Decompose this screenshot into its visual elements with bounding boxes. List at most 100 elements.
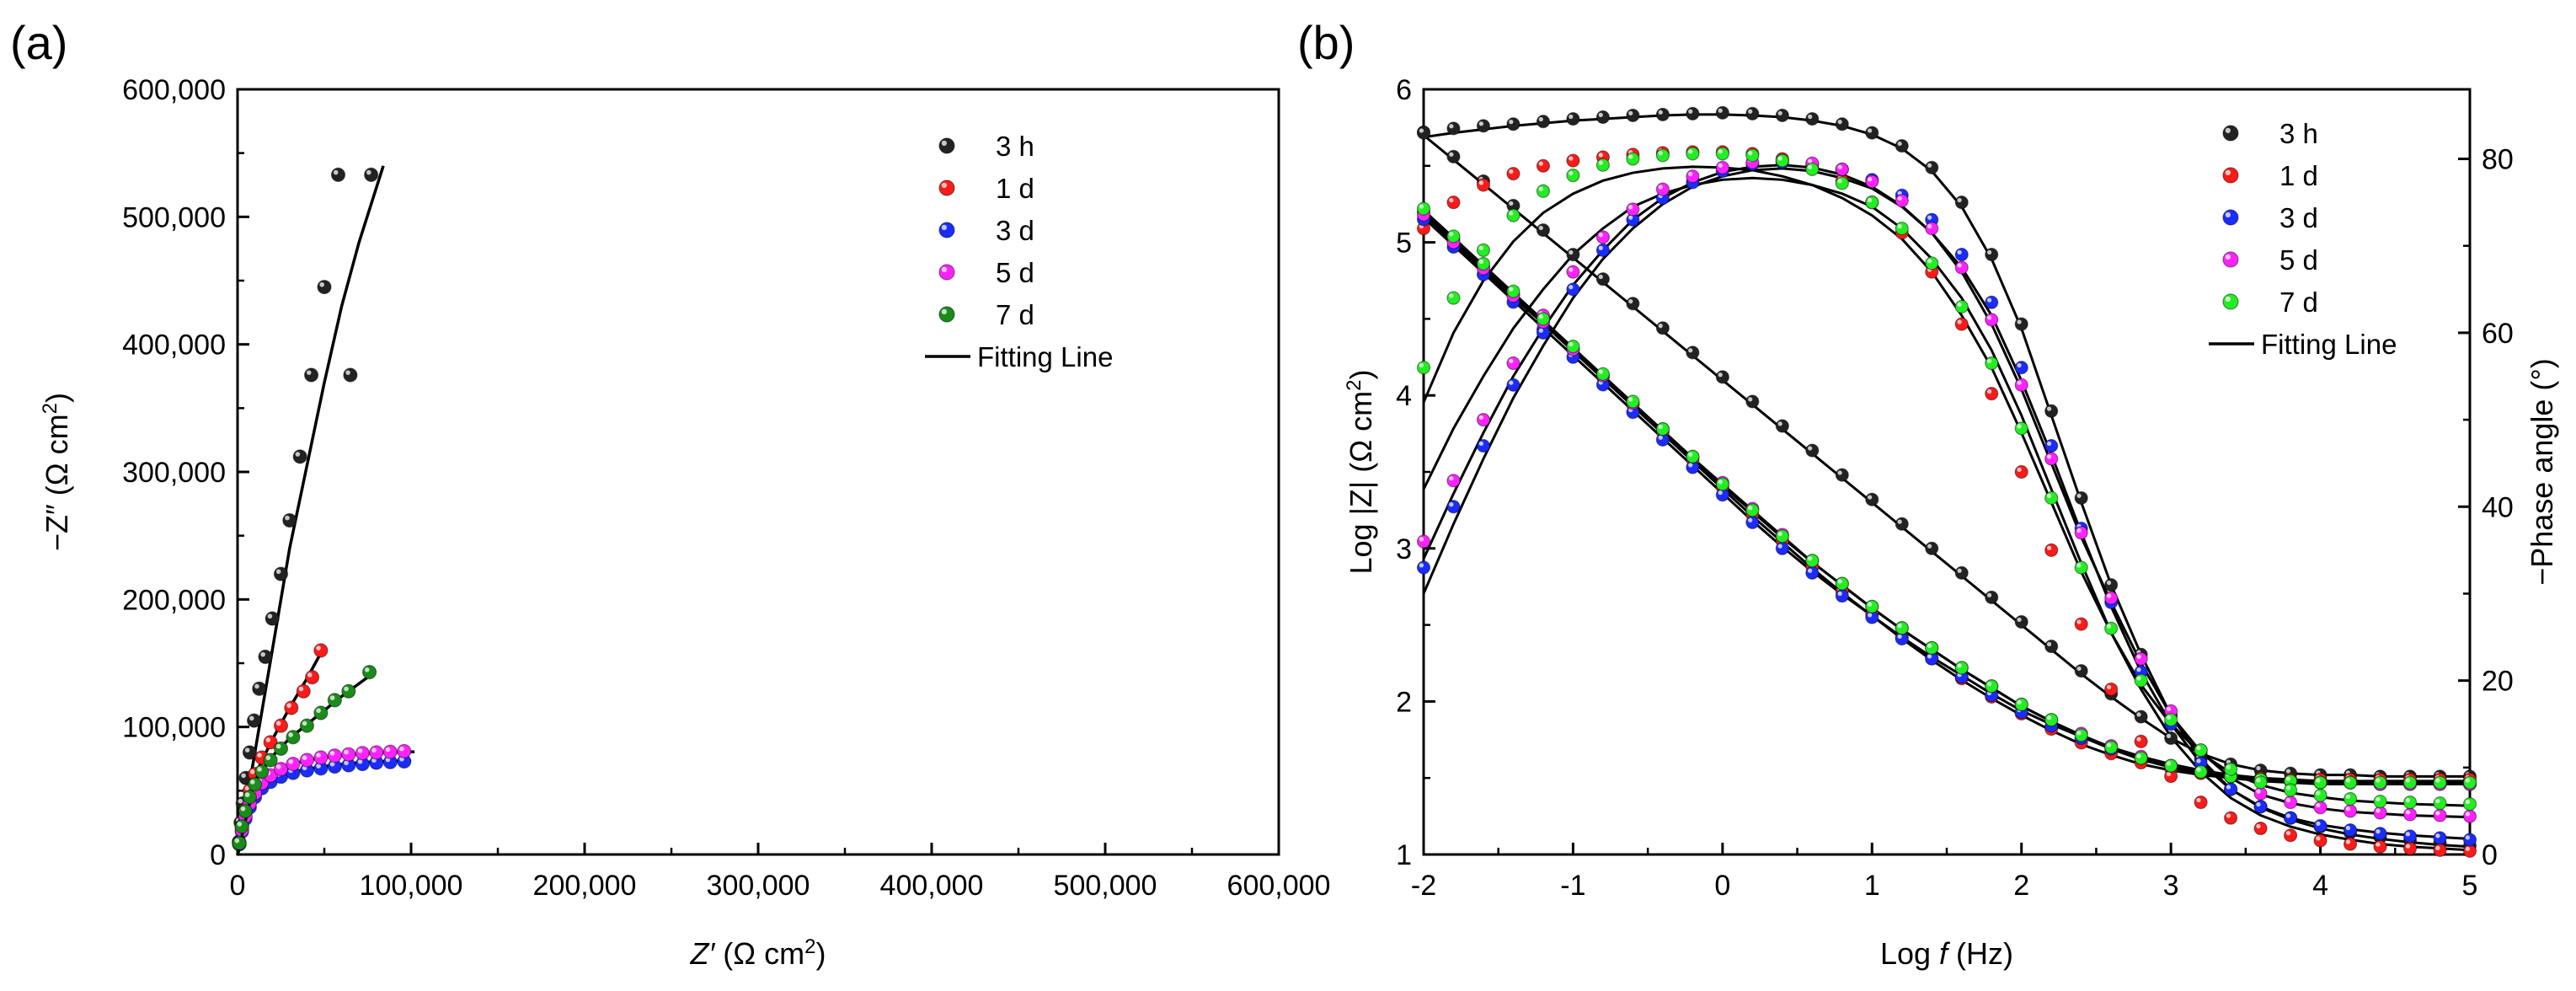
point-b-phase-3-h <box>1715 105 1729 120</box>
point-b-logz-3-h <box>1595 272 1611 287</box>
point-a-3-h <box>364 167 379 182</box>
point-b-logz-7-d <box>1655 422 1670 437</box>
point-a-1-d <box>296 683 311 699</box>
legend-label-1-d: 1 d <box>996 173 1034 204</box>
x-axis-title-b: Log f (Hz) <box>1880 936 2013 971</box>
point-b-logz-7-d <box>2313 775 2327 790</box>
point-b-phase-7-d <box>2044 490 2059 506</box>
x-tick-label-a: 0 <box>230 870 246 902</box>
y-tick-label-a: 300,000 <box>122 457 226 489</box>
point-a-7-d <box>248 777 263 792</box>
point-b-phase-1-d <box>2194 795 2208 810</box>
legend-marker-5-d <box>938 264 955 281</box>
point-b-phase-5-d <box>1895 193 1909 208</box>
y-tick-label-b: 3 <box>1396 533 1412 565</box>
x-tick-label-a: 100,000 <box>360 870 463 902</box>
point-b-logz-3-d <box>1745 515 1760 530</box>
point-b-phase-7-d <box>2373 794 2387 809</box>
point-b-phase-7-d <box>2224 762 2238 776</box>
point-b-logz-3-d <box>1895 631 1909 646</box>
point-b-phase-7-d <box>1566 169 1580 183</box>
point-b-phase-7-d <box>1416 361 1431 375</box>
point-b-logz-7-d <box>2433 775 2447 790</box>
point-a-7-d <box>299 718 314 733</box>
y-tick-label-b: 1 <box>1396 839 1412 871</box>
point-b-logz-7-d <box>2074 728 2088 742</box>
point-b-phase-7-d <box>1865 196 1879 210</box>
point-b-phase-3-h <box>2104 578 2119 592</box>
point-b-phase-7-d <box>1506 208 1520 222</box>
point-b-phase-5-d <box>1506 356 1520 371</box>
point-b-logz-7-d <box>2373 775 2387 790</box>
legend-b: 3 h 1 d 3 d 5 d 7 d Fitting Line <box>2209 118 2397 360</box>
x-axis-title-a: Z′ (Ω cm2) <box>689 935 826 972</box>
point-a-3-d <box>327 758 342 774</box>
point-b-phase-3-d <box>2044 438 2059 453</box>
point-b-phase-3-h <box>1655 107 1670 122</box>
point-b-logz-7-d <box>2104 740 2119 754</box>
point-b-phase-3-d <box>2134 665 2148 679</box>
x-tick-label-b: 4 <box>2312 870 2328 902</box>
point-b-phase-3-h <box>1895 138 1909 153</box>
point-b-logz-7-d <box>1686 449 1700 463</box>
legend-label-3-d: 3 d <box>996 215 1034 246</box>
x-tick-label-b: -1 <box>1560 870 1585 902</box>
point-b-logz-3-h <box>1865 492 1879 506</box>
point-b-phase-3-h <box>1805 111 1820 126</box>
point-a-1-d <box>284 700 299 715</box>
point-b-phase-7-d <box>1715 147 1729 161</box>
point-b-logz-3-h <box>1805 443 1820 458</box>
y2-tick-label-b: 0 <box>2482 839 2498 871</box>
point-a-3-h <box>317 279 332 295</box>
point-b-phase-3-h <box>2074 490 2088 506</box>
point-b-phase-5-d <box>1715 160 1729 174</box>
legend-marker-3-d <box>2222 209 2239 226</box>
point-b-phase-3-d <box>1446 500 1461 514</box>
point-a-3-d <box>299 763 314 778</box>
y-tick-label-a: 0 <box>210 839 226 871</box>
x-tick-label-a: 300,000 <box>707 870 810 902</box>
plot-frame-a <box>236 88 1280 856</box>
point-b-phase-3-h <box>1595 110 1611 125</box>
point-b-logz-3-d <box>1835 588 1849 603</box>
point-b-phase-7-d <box>1745 148 1760 163</box>
point-a-3-d <box>341 758 356 773</box>
axis-ticks-a <box>236 88 1280 856</box>
point-b-logz-3-h <box>1835 468 1849 482</box>
point-b-logz-7-d <box>1416 201 1431 216</box>
y-tick-label-a: 500,000 <box>122 201 226 233</box>
legend-label-7-d: 7 d <box>2279 287 2318 318</box>
point-b-phase-5-d <box>2074 526 2088 540</box>
point-b-phase-3-h <box>1476 119 1491 133</box>
point-b-phase-5-d <box>2313 801 2327 815</box>
point-a-1-d <box>263 735 278 750</box>
legend-label-3-d: 3 d <box>2279 202 2318 233</box>
point-b-phase-3-d <box>1416 560 1431 575</box>
point-b-phase-1-d <box>2104 682 2119 697</box>
point-b-phase-5-d <box>1835 162 1849 177</box>
point-b-phase-5-d <box>1925 221 1939 236</box>
panel-label-b: (b) <box>1297 16 1355 69</box>
point-b-phase-7-d <box>2343 791 2358 806</box>
point-b-phase-5-d <box>2343 804 2358 818</box>
fit-line-a-3-h <box>236 165 385 855</box>
point-b-logz-3-h <box>2074 663 2088 678</box>
y-tick-label-b: 5 <box>1396 228 1412 260</box>
x-tick-label-a: 400,000 <box>880 870 984 902</box>
point-b-logz-7-d <box>1805 554 1820 568</box>
y2-axis-title-b: −Phase angle (°) <box>2525 358 2559 586</box>
point-b-phase-3-h <box>1446 121 1461 136</box>
point-b-phase-7-d <box>1655 148 1670 163</box>
tick-labels-a: 0 100,000 200,000 300,000 400,000 500,000 600,… <box>122 74 1330 902</box>
point-b-phase-1-d <box>1536 158 1551 173</box>
point-b-logz-3-h <box>1985 590 1999 605</box>
point-a-5-d <box>286 756 301 772</box>
point-b-phase-1-d <box>2402 841 2418 855</box>
point-a-7-d <box>263 753 278 768</box>
point-b-logz-3-h <box>1715 370 1729 384</box>
point-b-logz-3-h <box>1536 222 1551 238</box>
y-tick-label-a: 400,000 <box>122 329 226 362</box>
point-b-phase-3-h <box>1775 108 1789 123</box>
point-b-phase-1-d <box>1954 317 1969 331</box>
point-b-phase-1-d <box>1506 166 1520 181</box>
